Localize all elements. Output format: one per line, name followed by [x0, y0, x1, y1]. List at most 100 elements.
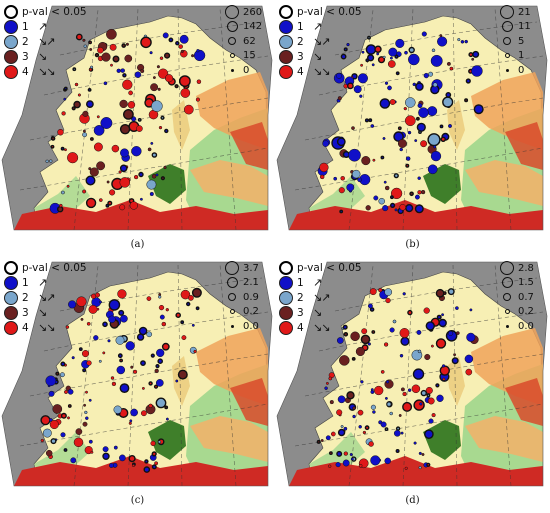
mountains-red-east: [230, 378, 268, 426]
station-marker: [88, 439, 93, 444]
station-marker: [340, 425, 344, 428]
station-marker: [40, 438, 44, 443]
station-marker: [156, 348, 165, 358]
legend-class-arrows: ↘: [38, 50, 47, 63]
station-marker: [175, 312, 181, 319]
legend-class-number: 3: [297, 306, 304, 319]
size-legend-row: 0.7: [499, 290, 534, 305]
station-marker: [384, 427, 389, 432]
size-circle-icon: [229, 309, 235, 315]
size-legend: 3.7 2.1 0.9 0.2 0.0: [224, 261, 259, 334]
station-marker: [93, 142, 103, 152]
station-marker: [98, 359, 102, 363]
station-marker: [399, 204, 406, 211]
station-marker: [340, 53, 347, 60]
station-marker: [146, 296, 152, 301]
station-marker: [119, 204, 126, 211]
station-marker: [67, 404, 72, 408]
legend-class-number: 3: [22, 50, 29, 63]
station-marker: [355, 346, 365, 357]
station-marker: [376, 52, 380, 56]
station-marker: [164, 405, 169, 410]
station-marker: [390, 195, 394, 200]
station-marker: [102, 452, 110, 461]
station-marker: [71, 106, 76, 111]
legend-class-number: 3: [22, 306, 29, 319]
station-marker: [379, 98, 391, 109]
station-marker: [122, 79, 133, 90]
legend-class-3: 3 ↘: [279, 305, 362, 320]
station-marker: [127, 101, 136, 109]
station-marker: [154, 461, 159, 466]
station-marker: [464, 98, 469, 103]
station-marker: [352, 414, 356, 419]
legend-class-number: 4: [22, 321, 29, 334]
station-marker: [369, 288, 377, 296]
size-legend-row: 1: [499, 49, 531, 64]
station-marker: [73, 100, 81, 109]
station-marker: [404, 466, 408, 470]
station-marker: [399, 328, 410, 338]
station-marker: [157, 358, 163, 364]
station-marker: [153, 384, 159, 389]
station-marker: [68, 300, 77, 309]
size-circle-icon: [505, 324, 509, 328]
station-marker: [389, 327, 395, 333]
station-marker: [418, 107, 429, 118]
station-markers: [317, 31, 484, 215]
station-marker: [82, 132, 88, 138]
legend-class-number: 2: [297, 35, 304, 48]
station-marker: [177, 369, 188, 380]
station-marker: [374, 385, 384, 396]
station-markers: [40, 287, 202, 473]
legend-class-arrows: ↘↗: [38, 35, 55, 48]
station-marker: [319, 174, 325, 180]
station-marker: [130, 365, 134, 369]
class-1-dot-icon: [4, 275, 18, 290]
map-frame: [276, 5, 548, 231]
station-marker: [448, 330, 454, 336]
station-marker: [111, 144, 120, 153]
size-circle-icon: [230, 68, 234, 72]
legend-class-arrows: ↘: [38, 306, 47, 319]
station-marker: [447, 288, 455, 296]
size-circle-icon: [226, 277, 238, 289]
station-marker: [155, 379, 164, 387]
legend-class-2: 2 ↘↗: [4, 34, 87, 49]
size-circle-icon: [504, 53, 510, 59]
mountains-red-south: [14, 456, 268, 486]
station-marker: [101, 52, 111, 62]
station-marker: [90, 137, 94, 141]
station-marker: [445, 92, 452, 98]
station-marker: [423, 72, 429, 79]
station-marker: [329, 400, 334, 405]
station-marker: [342, 459, 350, 467]
station-marker: [413, 399, 425, 411]
station-marker: [102, 351, 106, 355]
station-marker: [180, 289, 191, 300]
station-marker: [64, 148, 67, 152]
station-marker: [50, 136, 56, 141]
legend-significance: p-val < 0.05: [279, 4, 362, 19]
station-marker: [193, 49, 206, 62]
legend-class-arrows: ↗: [313, 20, 322, 33]
station-marker: [82, 110, 89, 117]
station-marker: [136, 333, 145, 341]
station-marker: [102, 321, 108, 328]
station-marker: [149, 191, 154, 197]
station-marker: [409, 191, 414, 197]
station-marker: [351, 357, 356, 361]
station-marker: [399, 147, 403, 152]
station-marker: [165, 74, 174, 83]
station-marker: [119, 383, 130, 394]
station-marker: [180, 88, 191, 98]
station-marker: [60, 412, 67, 419]
legend-class-arrows: ↘↗: [313, 35, 330, 48]
station-marker: [86, 360, 92, 366]
station-marker: [440, 136, 446, 143]
station-marker: [415, 82, 424, 91]
station-marker: [431, 413, 436, 418]
station-marker: [337, 395, 346, 404]
significance-ring-icon: [279, 4, 293, 19]
station-marker: [439, 124, 444, 129]
